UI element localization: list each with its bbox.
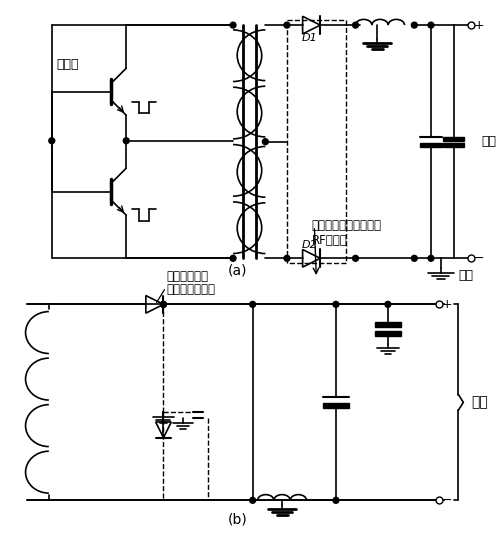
Circle shape <box>160 301 166 307</box>
Circle shape <box>284 255 290 261</box>
Text: RF公共端: RF公共端 <box>312 234 347 247</box>
Text: 的二极管散热器: 的二极管散热器 <box>166 283 216 296</box>
Text: D2: D2 <box>302 240 318 249</box>
Text: −: − <box>442 494 452 507</box>
Text: D1: D1 <box>302 33 318 43</box>
Circle shape <box>124 138 129 144</box>
Circle shape <box>412 255 418 261</box>
Circle shape <box>428 22 434 28</box>
Circle shape <box>412 22 418 28</box>
Circle shape <box>333 301 339 307</box>
Text: (a): (a) <box>228 263 248 277</box>
Text: −: − <box>474 252 484 265</box>
Polygon shape <box>375 322 400 327</box>
Circle shape <box>250 301 256 307</box>
Text: +: + <box>442 298 452 311</box>
Circle shape <box>160 301 166 307</box>
Text: 注意：散热器是机壳的: 注意：散热器是机壳的 <box>312 219 382 232</box>
Polygon shape <box>323 403 348 408</box>
Circle shape <box>230 255 236 261</box>
Text: (b): (b) <box>228 513 248 527</box>
Circle shape <box>352 22 358 28</box>
Circle shape <box>49 138 54 144</box>
Text: +: + <box>474 19 484 32</box>
Polygon shape <box>375 331 400 336</box>
Polygon shape <box>442 143 464 147</box>
Text: 机壳: 机壳 <box>458 270 473 282</box>
Text: 安装在机壳上: 安装在机壳上 <box>166 270 208 283</box>
Circle shape <box>262 139 268 144</box>
Circle shape <box>250 497 256 503</box>
Circle shape <box>352 255 358 261</box>
Circle shape <box>333 497 339 503</box>
Text: 输出: 输出 <box>471 395 488 409</box>
Circle shape <box>428 255 434 261</box>
Text: 变换器: 变换器 <box>56 58 79 71</box>
Circle shape <box>230 22 236 28</box>
Circle shape <box>284 22 290 28</box>
Polygon shape <box>420 143 442 147</box>
Text: 输出: 输出 <box>481 135 496 148</box>
Circle shape <box>385 301 391 307</box>
Polygon shape <box>442 137 464 141</box>
